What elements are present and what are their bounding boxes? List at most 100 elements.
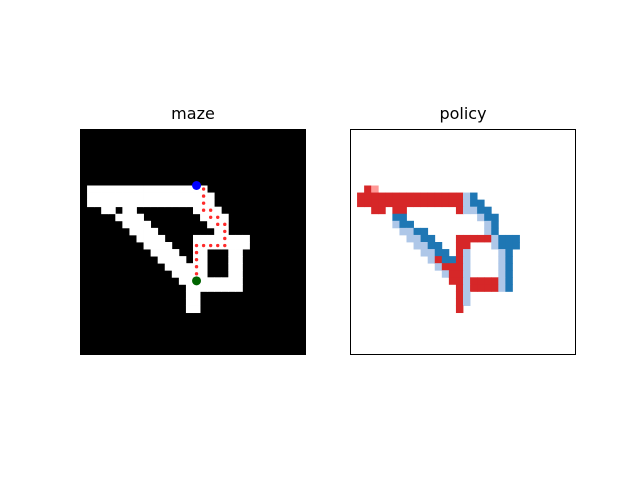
maze-open-cell [108, 192, 116, 201]
path-dot [223, 229, 227, 234]
policy-cell [399, 192, 407, 201]
path-dot [208, 215, 213, 219]
policy-cell [463, 298, 471, 306]
maze-open-cell [193, 284, 201, 292]
maze-open-cell [129, 192, 137, 201]
maze-open-cell [101, 199, 109, 208]
maze-open-cell [122, 220, 130, 229]
path-dot [208, 243, 213, 248]
policy-cell [441, 199, 450, 208]
path-dot [194, 250, 199, 255]
policy-cell [455, 305, 464, 314]
maze-open-cell [164, 242, 173, 250]
policy-cell [455, 291, 464, 299]
maze-open-cell [178, 256, 187, 264]
maze-open-cell [207, 220, 215, 229]
goal-marker [192, 276, 202, 286]
policy-cell [399, 199, 407, 208]
maze-open-cell [200, 270, 208, 278]
policy-cell [392, 220, 400, 229]
maze-open-cell [185, 270, 194, 278]
maze-open-cell [122, 206, 130, 215]
path-dot [201, 201, 206, 205]
maze-open-cell [228, 277, 236, 285]
policy-cell [477, 206, 485, 215]
maze-open-cell [101, 206, 109, 215]
maze-open-cell [200, 256, 208, 264]
path-dot [223, 222, 227, 227]
maze-open-cell [235, 256, 243, 264]
maze-open-cell [242, 234, 250, 243]
maze-open-cell [221, 213, 229, 222]
maze-open-cell [185, 199, 194, 208]
path-dot [201, 194, 206, 198]
maze-open-cell [171, 199, 180, 208]
maze-open-cell [143, 199, 152, 208]
maze-open-cell [171, 185, 180, 193]
policy-cell [498, 242, 506, 250]
policy-cell [498, 256, 506, 264]
maze-open-cell [200, 284, 208, 292]
maze-open-cell [221, 284, 229, 292]
maze-open-cell [129, 220, 137, 229]
policy-cell [470, 206, 478, 215]
maze-open-cell [157, 185, 166, 193]
maze-open-cell [207, 284, 215, 292]
policy-cell [484, 234, 492, 243]
maze-open-cell [143, 234, 152, 243]
policy-cell [413, 199, 422, 208]
policy-cell [406, 192, 414, 201]
policy-cell [455, 199, 464, 208]
policy-cell [455, 192, 464, 201]
maze-open-cell [171, 270, 180, 278]
policy-cell [484, 206, 492, 215]
policy-cell [455, 298, 464, 306]
maze-open-cell [157, 256, 166, 264]
policy-cell [371, 192, 379, 201]
policy-cell [505, 234, 513, 243]
maze-open-cell [122, 185, 130, 193]
maze-open-cell [214, 227, 222, 236]
policy-cell [371, 199, 379, 208]
maze-open-cell [178, 270, 187, 278]
path-dot [208, 208, 213, 212]
path-dot [194, 272, 199, 276]
maze-open-cell [200, 234, 208, 243]
policy-title: policy [439, 104, 487, 123]
policy-cell [505, 242, 513, 250]
policy-cell [448, 192, 457, 201]
policy-cell [463, 256, 471, 264]
maze-open-cell [207, 199, 215, 208]
maze-open-cell [115, 213, 123, 222]
start-marker [192, 181, 202, 190]
policy-cell [484, 284, 492, 292]
maze-open-cell [171, 249, 180, 257]
policy-cell [498, 284, 506, 292]
policy-cell [463, 249, 471, 257]
policy-cell [491, 234, 499, 243]
policy-cell [427, 192, 436, 201]
maze-open-cell [164, 192, 173, 201]
maze-open-cell [164, 199, 173, 208]
maze-open-cell [108, 199, 116, 208]
policy-cell [378, 199, 386, 208]
maze-open-cell [207, 277, 215, 285]
maze-open-cell [136, 213, 144, 222]
maze-open-cell [200, 213, 208, 222]
maze-open-cell [185, 192, 194, 201]
maze-open-cell [150, 242, 159, 250]
policy-cell [498, 234, 506, 243]
maze-title: maze [171, 104, 215, 123]
policy-cell [498, 263, 506, 271]
policy-cell [477, 234, 485, 243]
policy-cell [364, 199, 372, 208]
maze-open-cell [178, 199, 187, 208]
policy-cell [392, 206, 400, 215]
maze-open-cell [235, 242, 243, 250]
policy-cell [399, 227, 407, 236]
maze-open-cell [185, 263, 194, 271]
maze-open-cell [143, 227, 152, 236]
maze-open-cell [87, 192, 95, 201]
policy-cell [406, 220, 414, 229]
